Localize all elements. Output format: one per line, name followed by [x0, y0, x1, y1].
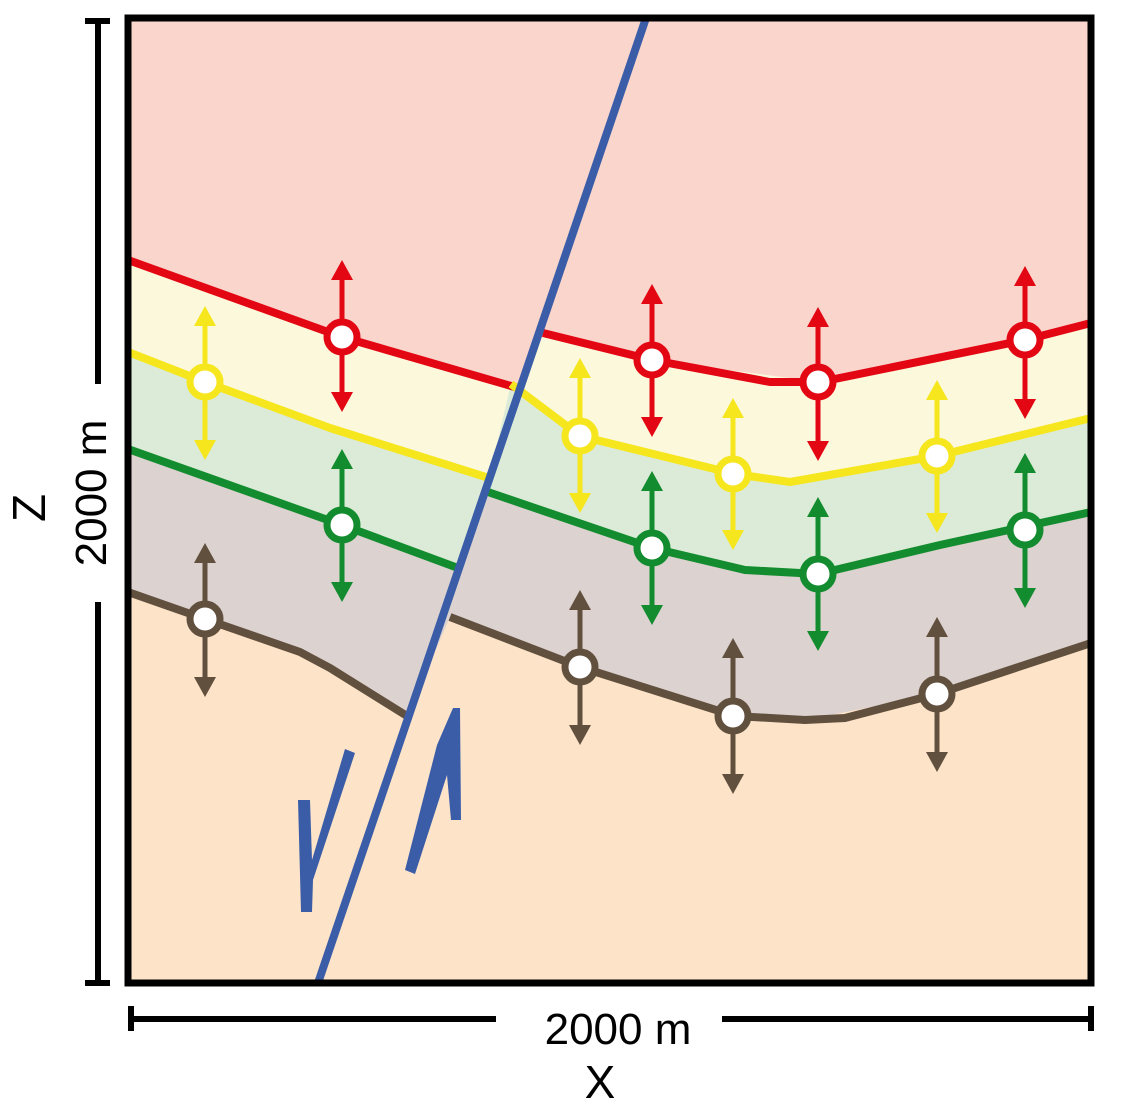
arrow-down-icon	[569, 493, 591, 513]
control-point-marker	[1006, 511, 1044, 549]
arrow-up-icon	[331, 449, 353, 469]
arrow-down-icon	[926, 752, 948, 772]
arrow-up-icon	[807, 497, 829, 517]
z-axis-label: Z	[3, 494, 55, 522]
arrow-down-icon	[641, 417, 663, 437]
fault-line	[314, 18, 650, 983]
bottom-layer-fill	[128, 592, 1091, 983]
model-frame	[124, 14, 1095, 987]
arrow-up-icon	[331, 260, 353, 280]
arrow-down-icon	[807, 441, 829, 461]
arrow-up-icon	[641, 471, 663, 491]
arrow-up-icon	[722, 398, 744, 418]
model-area	[128, 18, 1091, 983]
brown-displacement-arrow	[561, 590, 599, 745]
arrow-up-icon	[569, 590, 591, 610]
x-axis-label: X	[585, 1056, 616, 1108]
arrow-down-icon	[331, 392, 353, 412]
arrow-up-icon	[722, 638, 744, 658]
brown-displacement-arrow	[714, 638, 752, 794]
arrow-down-icon	[569, 725, 591, 745]
arrow-up-icon	[641, 284, 663, 304]
control-point-marker	[561, 417, 599, 455]
arrow-up-icon	[194, 543, 216, 563]
arrow-down-icon	[194, 440, 216, 460]
arrow-down-icon	[722, 530, 744, 550]
arrow-up-icon	[807, 307, 829, 327]
control-point-marker	[799, 555, 837, 593]
displacement-arrows	[186, 260, 1044, 794]
control-point-marker	[918, 675, 956, 713]
red-displacement-arrow	[633, 284, 671, 437]
slip-arrow-up-icon	[405, 708, 461, 874]
control-point-marker	[714, 455, 752, 493]
control-point-marker	[323, 506, 361, 544]
arrow-down-icon	[926, 513, 948, 533]
green-displacement-arrow	[633, 471, 671, 625]
yellow-displacement-arrow	[186, 306, 224, 460]
green-displacement-arrow	[323, 449, 361, 602]
z-extent-label: 2000 m	[67, 420, 116, 567]
arrow-down-icon	[331, 582, 353, 602]
red-displacement-arrow	[323, 260, 361, 412]
arrow-up-icon	[1014, 266, 1036, 286]
arrow-down-icon	[722, 774, 744, 794]
yellow-displacement-arrow	[714, 398, 752, 550]
control-point-marker	[918, 437, 956, 475]
arrow-down-icon	[807, 631, 829, 651]
arrow-up-icon	[926, 380, 948, 400]
slip-arrow-down-icon	[298, 749, 355, 912]
arrow-up-icon	[926, 617, 948, 637]
control-point-marker	[714, 697, 752, 735]
arrow-down-icon	[194, 677, 216, 697]
arrow-down-icon	[1014, 588, 1036, 608]
arrow-up-icon	[569, 358, 591, 378]
brown-displacement-arrow	[186, 543, 224, 697]
control-point-marker	[633, 341, 671, 379]
control-point-marker	[1006, 321, 1044, 359]
brown-displacement-arrow	[918, 617, 956, 772]
arrow-down-icon	[641, 605, 663, 625]
control-point-marker	[633, 529, 671, 567]
control-point-marker	[186, 363, 224, 401]
control-point-marker	[323, 318, 361, 356]
red-displacement-arrow	[799, 307, 837, 461]
yellow-displacement-arrow	[561, 358, 599, 513]
yellow-displacement-arrow	[918, 380, 956, 533]
arrow-up-icon	[1014, 453, 1036, 473]
arrow-up-icon	[194, 306, 216, 326]
x-extent-label: 2000 m	[545, 1005, 692, 1054]
z-scale-bar	[85, 18, 110, 986]
control-point-marker	[186, 600, 224, 638]
red-displacement-arrow	[1006, 266, 1044, 419]
arrow-down-icon	[1014, 399, 1036, 419]
control-point-marker	[799, 363, 837, 401]
green-displacement-arrow	[799, 497, 837, 651]
green-displacement-arrow	[1006, 453, 1044, 608]
control-point-marker	[561, 648, 599, 686]
x-scale-bar	[128, 1006, 1094, 1031]
